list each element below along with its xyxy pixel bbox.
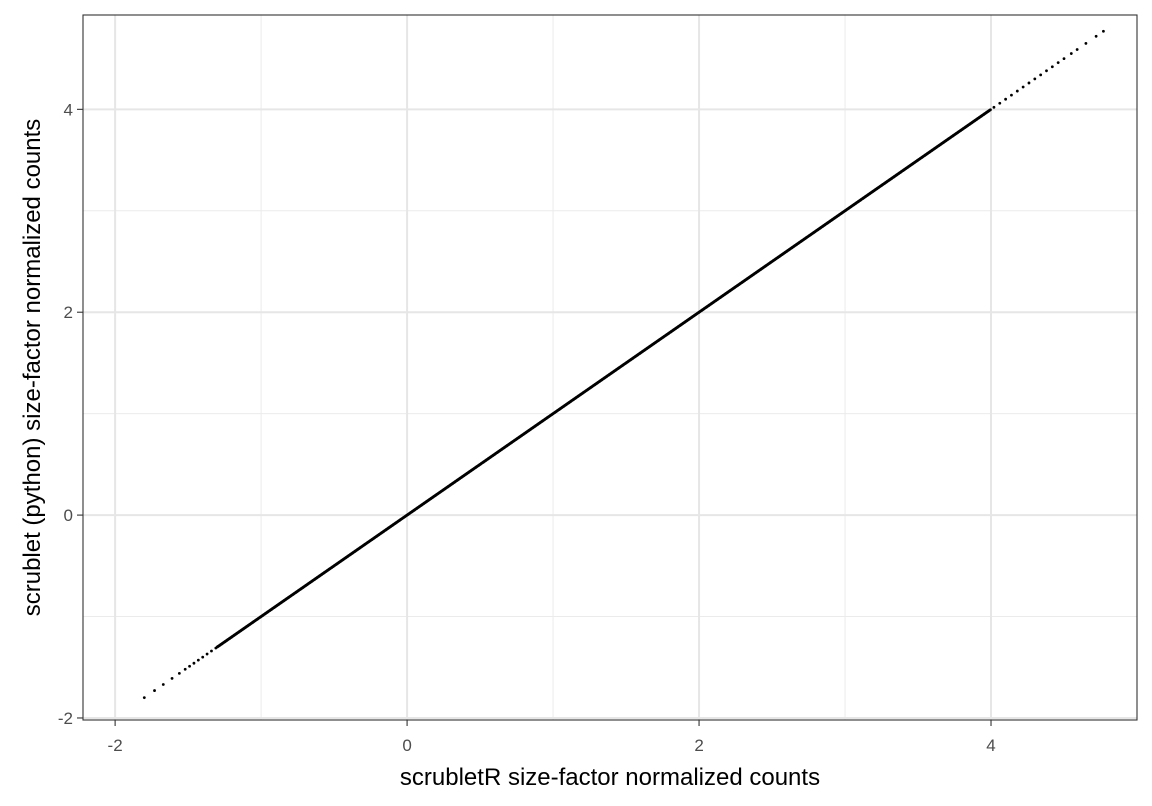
- panel-border: [82, 14, 1138, 721]
- data-point: [989, 108, 992, 112]
- panel-background: [83, 15, 1137, 720]
- data-point: [1004, 97, 1008, 101]
- data-point: [1050, 65, 1054, 69]
- y-tick-label: 0: [64, 506, 73, 525]
- data-point: [201, 655, 205, 659]
- data-point: [153, 689, 156, 692]
- data-point: [196, 658, 200, 662]
- data-point: [1102, 29, 1105, 33]
- y-axis: -2 0 2 4: [58, 100, 83, 728]
- data-point: [161, 683, 165, 686]
- data-point: [1094, 34, 1098, 38]
- data-points: [142, 29, 1105, 700]
- data-point: [992, 105, 996, 109]
- data-point: [1075, 48, 1079, 51]
- data-point: [188, 664, 191, 668]
- data-point: [1039, 73, 1043, 77]
- x-tick-label: 4: [986, 736, 995, 755]
- data-point: [1062, 57, 1066, 61]
- plot-panel: [82, 14, 1138, 721]
- data-point: [1010, 93, 1013, 97]
- x-axis-title: scrubletR size-factor normalized counts: [400, 764, 820, 791]
- data-point: [192, 661, 196, 665]
- x-axis: -2 0 2 4: [108, 720, 996, 755]
- data-point: [998, 101, 1002, 105]
- data-point: [1021, 85, 1025, 89]
- data-point: [177, 671, 181, 675]
- data-point: [1069, 52, 1073, 55]
- x-tick-label: -2: [108, 736, 123, 755]
- data-point: [142, 696, 146, 700]
- x-tick-label: 2: [694, 736, 703, 755]
- grid-major: [83, 15, 1137, 720]
- data-point: [170, 677, 174, 680]
- data-point: [1045, 69, 1048, 73]
- data-point: [1027, 81, 1031, 85]
- y-axis-title: scrublet (python) size-factor normalized…: [19, 119, 46, 617]
- data-point: [210, 649, 213, 653]
- x-tick-label: 0: [402, 736, 411, 755]
- data-point: [205, 652, 209, 656]
- data-point: [183, 667, 187, 671]
- y-tick-label: 2: [64, 303, 73, 322]
- y-tick-label: 4: [64, 100, 73, 119]
- data-point: [1033, 77, 1037, 81]
- data-point: [1015, 89, 1019, 93]
- data-point: [1084, 42, 1088, 45]
- data-point: [1056, 61, 1060, 65]
- y-tick-label: -2: [58, 709, 73, 728]
